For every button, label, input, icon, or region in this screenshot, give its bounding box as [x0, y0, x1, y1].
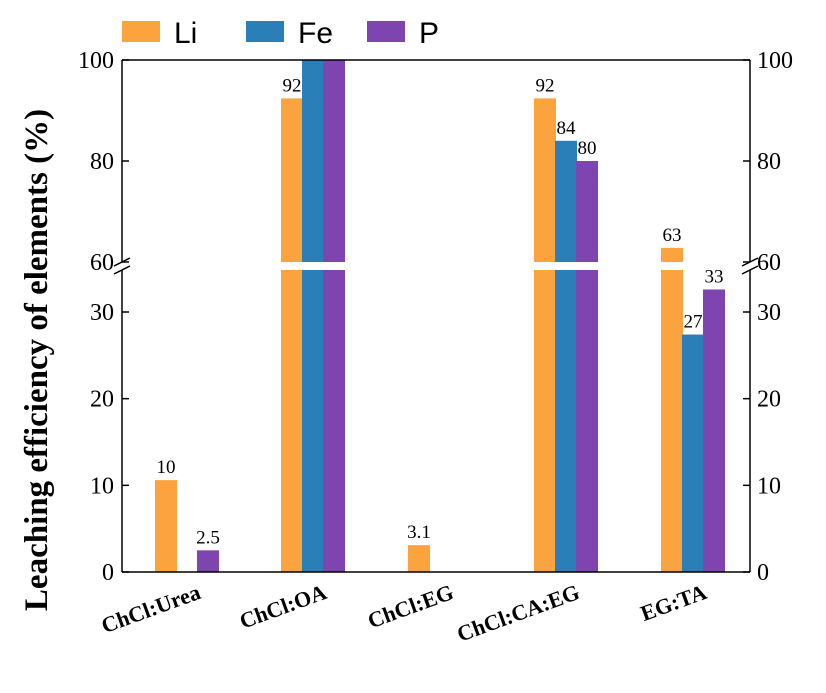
bar-fe-1-lower — [302, 270, 324, 572]
bar-li-3-upper — [534, 98, 556, 262]
axis-break-mark-0-b — [113, 265, 131, 275]
bar-fe-1-upper — [302, 60, 324, 262]
right-tick-label-0: 0 — [757, 560, 769, 586]
data-label-p-4: 33 — [705, 266, 724, 287]
bar-p-4 — [703, 289, 725, 572]
legend-swatch-p — [367, 21, 405, 42]
bar-li-1-lower — [281, 270, 303, 572]
bar-p-3-lower — [576, 270, 598, 572]
bar-li-4-upper — [661, 247, 683, 262]
bar-p-3-upper — [576, 161, 598, 262]
bar-li-0 — [155, 480, 177, 572]
bar-li-1-upper — [281, 98, 303, 262]
bar-fe-3-lower — [555, 270, 577, 572]
data-label-li-1: 92 — [283, 75, 302, 96]
bar-p-1-upper — [323, 60, 345, 262]
data-label-li-2: 3.1 — [407, 522, 431, 543]
right-tick-label-60: 60 — [757, 250, 781, 276]
category-label-4: EG:TA — [637, 579, 710, 626]
bar-li-2 — [408, 545, 430, 572]
data-label-li-0: 10 — [157, 457, 176, 478]
bar-fe-4 — [682, 334, 704, 572]
axis-break-mark-1-b — [741, 265, 759, 275]
legend-label-li: Li — [174, 17, 197, 50]
left-tick-label-10: 10 — [90, 473, 114, 499]
category-label-3: ChCl:CA:EG — [454, 579, 583, 646]
left-tick-label-100: 100 — [78, 48, 114, 74]
right-tick-label-10: 10 — [757, 473, 781, 499]
left-tick-label-80: 80 — [90, 149, 114, 175]
legend-swatch-li — [122, 21, 160, 42]
bar-fe-3-upper — [555, 140, 577, 262]
data-label-p-3: 80 — [578, 138, 597, 159]
right-tick-label-20: 20 — [757, 387, 781, 413]
category-label-1: ChCl:OA — [236, 579, 330, 633]
data-label-p-0: 2.5 — [196, 527, 220, 548]
bar-li-4-lower — [661, 270, 683, 572]
right-tick-label-30: 30 — [757, 300, 781, 326]
left-tick-label-60: 60 — [90, 250, 114, 276]
bar-p-0 — [197, 550, 219, 572]
left-tick-label-20: 20 — [90, 387, 114, 413]
right-tick-label-80: 80 — [757, 149, 781, 175]
category-label-0: ChCl:Urea — [98, 579, 204, 638]
category-label-2: ChCl:EG — [364, 579, 456, 633]
left-tick-label-30: 30 — [90, 300, 114, 326]
data-label-li-4: 63 — [663, 225, 682, 246]
data-label-fe-4: 27 — [684, 312, 703, 333]
legend-label-p: P — [419, 17, 439, 50]
data-label-li-3: 92 — [536, 75, 555, 96]
y-axis-title: Leaching efficiency of elements (%) — [19, 109, 55, 611]
legend-swatch-fe — [246, 21, 284, 42]
left-tick-label-0: 0 — [102, 560, 114, 586]
data-label-fe-3: 84 — [557, 118, 577, 139]
legend-label-fe: Fe — [298, 17, 333, 50]
bar-li-3-lower — [534, 270, 556, 572]
bar-p-1-lower — [323, 270, 345, 572]
right-tick-label-100: 100 — [757, 48, 793, 74]
